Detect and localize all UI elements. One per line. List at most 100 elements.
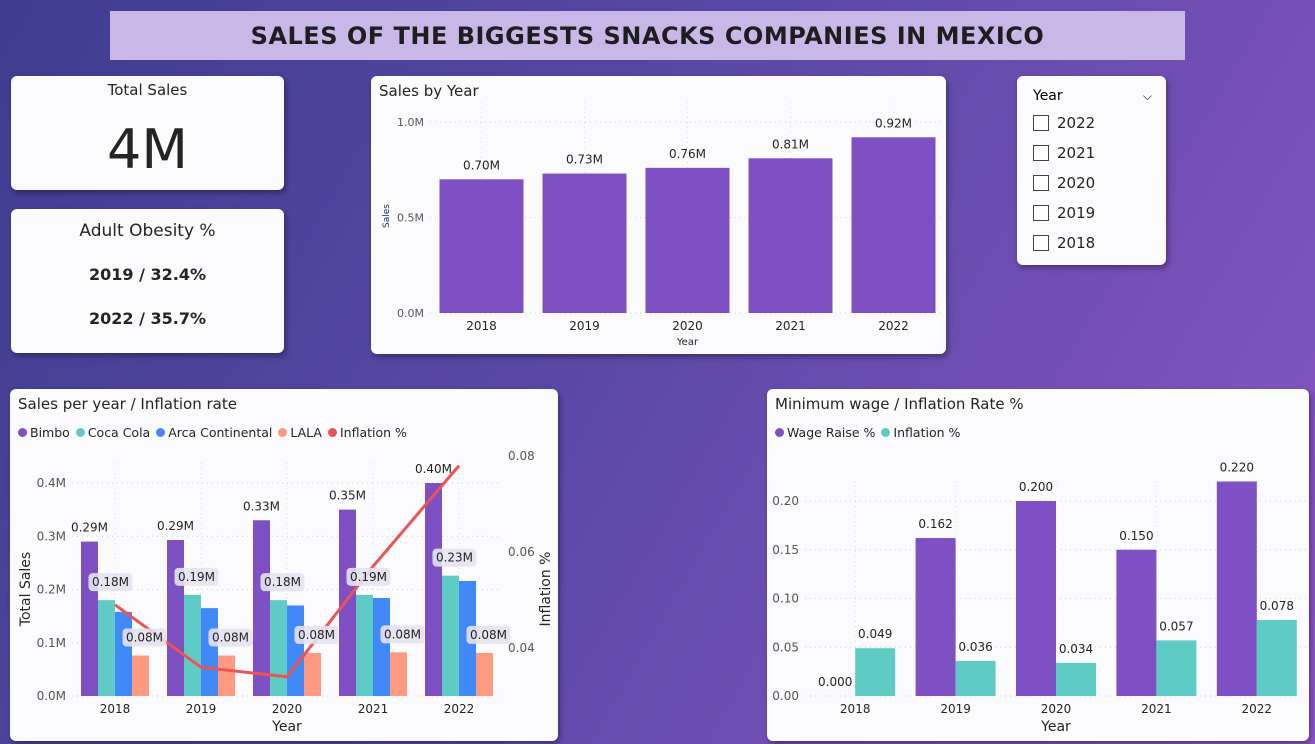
data-label: 0.034 bbox=[1059, 642, 1093, 656]
legend-label: Wage Raise % bbox=[787, 425, 876, 440]
slicer-option-2018[interactable]: 2018 bbox=[1033, 228, 1166, 258]
legend-item[interactable]: Inflation % bbox=[881, 425, 960, 440]
data-label: 0.150 bbox=[1119, 529, 1153, 543]
y-tick-label: 0.4M bbox=[37, 476, 66, 490]
data-label: 0.92M bbox=[875, 116, 912, 130]
legend-item[interactable]: LALA bbox=[278, 425, 322, 440]
chevron-down-icon[interactable]: ⌵ bbox=[1142, 88, 1152, 103]
bar-coca-cola bbox=[356, 594, 373, 696]
y-tick-label: 0.0M bbox=[37, 689, 66, 703]
x-axis-title: Year bbox=[1040, 719, 1071, 735]
legend-label: Inflation % bbox=[893, 425, 961, 440]
legend-label: LALA bbox=[290, 425, 322, 440]
slicer-option-2020[interactable]: 2020 bbox=[1033, 168, 1166, 198]
legend-item[interactable]: Wage Raise % bbox=[775, 425, 875, 440]
adult-obesity-card: Adult Obesity % 2019 / 32.4% 2022 / 35.7… bbox=[11, 209, 284, 353]
y-tick-label: 0.15 bbox=[772, 543, 799, 557]
x-tick-label: 2021 bbox=[775, 319, 806, 333]
total-sales-label: Total Sales bbox=[107, 81, 188, 99]
data-label: 0.036 bbox=[958, 640, 992, 654]
data-label: 0.29M bbox=[71, 521, 108, 535]
data-label-bg bbox=[122, 628, 167, 647]
x-tick-label: 2018 bbox=[466, 319, 497, 333]
checkbox[interactable] bbox=[1033, 205, 1049, 221]
sales-inflation-chart: Sales per year / Inflation rate Bimbo Coc… bbox=[10, 389, 558, 741]
bar bbox=[542, 173, 627, 313]
chart-title: Sales by Year bbox=[379, 82, 479, 100]
bar-coca-cola bbox=[442, 575, 459, 696]
data-label: 0.23M bbox=[436, 551, 473, 565]
slicer-option-2019[interactable]: 2019 bbox=[1033, 198, 1166, 228]
y-tick-label: 0.20 bbox=[772, 494, 799, 508]
bar-bimbo bbox=[253, 520, 270, 696]
bar-lala bbox=[218, 655, 235, 696]
legend-item[interactable]: Inflation % bbox=[327, 425, 407, 440]
checkbox[interactable] bbox=[1033, 235, 1049, 251]
obesity-2019: 2019 / 32.4% bbox=[88, 265, 207, 284]
data-label: 0.76M bbox=[669, 147, 706, 161]
sales-by-year-plot: 0.0M 0.5M 1.0M 2018 2019 2020 2021 2022 Year Sale… bbox=[382, 102, 945, 348]
bar-wage-raise- bbox=[1016, 501, 1056, 696]
legend-item[interactable]: Coca Cola bbox=[75, 425, 150, 440]
bar-coca-cola bbox=[98, 600, 115, 696]
x-tick-label: 2019 bbox=[186, 702, 217, 716]
bar-inflation- bbox=[855, 648, 896, 696]
bar bbox=[439, 179, 524, 313]
legend-label: Bimbo bbox=[30, 425, 70, 440]
x-tick-label: 2020 bbox=[272, 702, 303, 716]
x-tick-label: 2018 bbox=[840, 702, 871, 716]
data-label: 0.18M bbox=[264, 575, 301, 589]
bar-lala bbox=[476, 652, 493, 696]
y-tick-label: 0.05 bbox=[772, 640, 799, 654]
y-tick-label: 0.2M bbox=[37, 583, 66, 597]
y-axis-title: Total Sales bbox=[18, 552, 34, 627]
bar-arca-continental bbox=[115, 611, 132, 696]
x-tick-label: 2021 bbox=[358, 702, 389, 716]
legend-label: Arca Continental bbox=[168, 425, 273, 440]
legend: Bimbo Coca Cola Arca Continental LALA Inflat… bbox=[18, 425, 407, 440]
data-label: 0.08M bbox=[470, 628, 507, 642]
bar-coca-cola bbox=[270, 600, 287, 696]
x-tick-label: 2022 bbox=[1242, 702, 1273, 716]
obesity-2022: 2022 / 35.7% bbox=[88, 309, 207, 328]
legend-item[interactable]: Bimbo bbox=[18, 425, 70, 440]
checkbox[interactable] bbox=[1033, 175, 1049, 191]
data-label: 0.220 bbox=[1220, 461, 1254, 475]
data-label: 0.162 bbox=[918, 517, 952, 531]
legend-label: Inflation % bbox=[339, 425, 407, 440]
legend-item[interactable]: Arca Continental bbox=[156, 425, 272, 440]
x-axis-title: Year bbox=[271, 719, 302, 735]
x-tick-label: 2022 bbox=[878, 319, 909, 333]
slicer-option-2021[interactable]: 2021 bbox=[1033, 138, 1166, 168]
y-tick-label: 0.10 bbox=[772, 592, 799, 606]
y-tick-label: 0.5M bbox=[397, 212, 424, 225]
data-label: 0.000 bbox=[818, 675, 852, 689]
data-label-bg bbox=[208, 628, 253, 647]
y2-axis-title: Inflation % bbox=[538, 552, 554, 627]
legend-dot-icon bbox=[156, 428, 166, 437]
bar-bimbo bbox=[167, 539, 184, 696]
bar-wage-raise- bbox=[915, 538, 956, 696]
legend-dot-icon bbox=[775, 428, 784, 437]
data-label: 0.19M bbox=[350, 570, 387, 584]
bar-lala bbox=[132, 655, 149, 696]
bar-inflation- bbox=[1056, 662, 1096, 696]
checkbox[interactable] bbox=[1033, 145, 1049, 161]
data-label: 0.049 bbox=[858, 627, 892, 641]
slicer-title: Year bbox=[1033, 88, 1063, 104]
legend-dot-icon bbox=[75, 428, 85, 437]
bar-arca-continental bbox=[287, 605, 304, 696]
legend-dot-icon bbox=[278, 428, 288, 437]
legend: Wage Raise % Inflation % bbox=[775, 425, 960, 440]
y2-tick-label: 0.04 bbox=[508, 641, 535, 655]
checkbox[interactable] bbox=[1033, 115, 1049, 131]
slicer-option-2022[interactable]: 2022 bbox=[1033, 108, 1166, 138]
data-label: 0.35M bbox=[329, 489, 366, 503]
data-label: 0.40M bbox=[415, 462, 452, 476]
sales-inflation-plot: 0.0M 0.1M 0.2M 0.3M 0.4M 2018 2019 2020 2021 2022… bbox=[18, 449, 554, 735]
chart-title: Minimum wage / Inflation Rate % bbox=[775, 395, 1024, 413]
data-label-bg bbox=[380, 625, 425, 644]
data-label: 0.08M bbox=[212, 631, 249, 645]
data-label-bg bbox=[466, 625, 511, 644]
data-label-bg bbox=[88, 573, 133, 592]
